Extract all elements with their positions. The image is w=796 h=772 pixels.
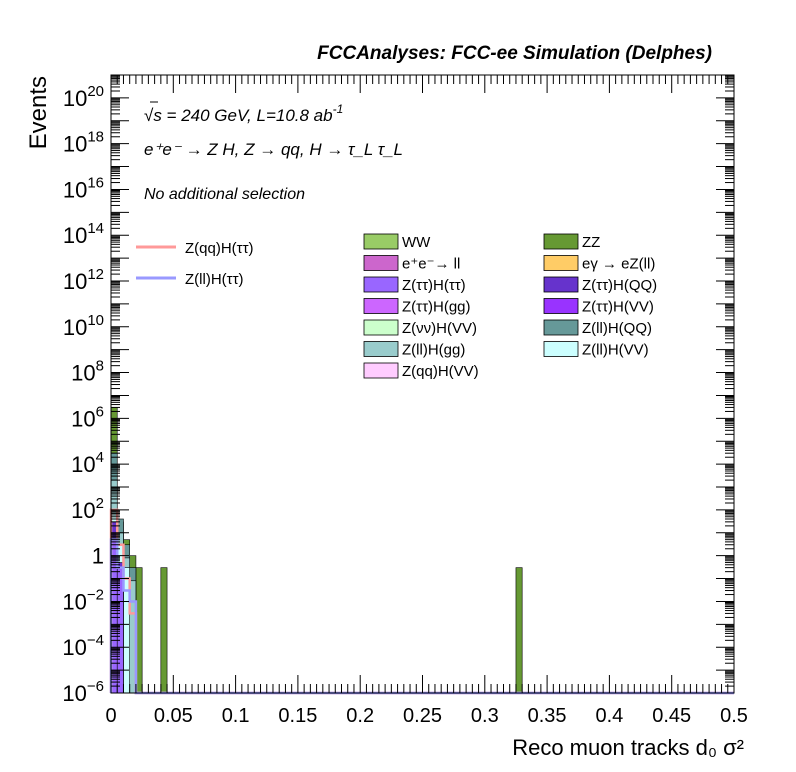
legend-swatch-z-h — [364, 277, 398, 292]
legend-label-e-e-ll: e⁺e⁻→ ll — [402, 256, 460, 273]
legend-swatch-z-h-qq — [544, 277, 578, 292]
legend-swatch-z-h-gg — [364, 299, 398, 314]
y-tick-label: 10−4 — [62, 632, 104, 660]
process-label: e⁺e⁻ → Z H, Z → qq, H → τ_L τ_L — [144, 140, 403, 159]
y-tick-label: 1018 — [63, 129, 104, 157]
x-tick-label: 0.4 — [595, 705, 623, 727]
legend-label-z-h-gg: Z(ττ)H(gg) — [402, 299, 471, 316]
legend-swatch-ww — [364, 234, 398, 249]
x-tick-label: 0.25 — [403, 705, 442, 727]
legend-label-ww: WW — [402, 234, 431, 251]
legend-swatch-z-h-vv — [544, 299, 578, 314]
legend-swatch-z-qq-h-vv — [364, 363, 398, 378]
legend-label-z-h-vv: Z(νν)H(VV) — [402, 320, 477, 337]
legend-label-z-qq-h-vv: Z(qq)H(VV) — [402, 363, 479, 380]
x-tick-label: 0.35 — [528, 705, 567, 727]
legend-swatch-z-ll-h-qq — [544, 320, 578, 335]
x-tick-label: 0.5 — [720, 705, 748, 727]
legend-label-z-qq-h: Z(qq)H(ττ) — [185, 240, 254, 257]
energy-lumi-label: √s = 240 GeV, L=10.8 ab-1 — [144, 102, 343, 125]
legend-label-z-ll-h: Z(ll)H(ττ) — [185, 271, 244, 288]
x-tick-label: 0.45 — [652, 705, 691, 727]
y-tick-label: 1010 — [63, 312, 104, 340]
y-tick-label: 10−2 — [62, 586, 104, 614]
y-tick-label: 104 — [71, 449, 104, 477]
legend-label-z-ll-h-gg: Z(ll)H(gg) — [402, 342, 465, 359]
y-tick-label: 1014 — [63, 220, 104, 248]
x-tick-label: 0 — [105, 705, 116, 727]
x-tick-label: 0.1 — [222, 705, 250, 727]
y-tick-label: 106 — [71, 403, 104, 431]
x-tick-label: 0.2 — [346, 705, 374, 727]
y-tick-label: 1012 — [63, 266, 104, 294]
experiment-label: FCCAnalyses: FCC-ee Simulation (Delphes) — [317, 43, 712, 64]
legend-label-zz: ZZ — [582, 234, 600, 251]
bar-zz — [516, 568, 522, 693]
y-tick-label: 108 — [71, 358, 104, 386]
y-tick-label: 102 — [71, 495, 104, 523]
legend-swatch-z-ll-h-gg — [364, 342, 398, 357]
y-axis-title: Events — [25, 76, 52, 149]
y-tick-label: 1020 — [63, 83, 104, 111]
x-axis-title: Reco muon tracks d₀ σ² — [512, 735, 744, 760]
legend-swatch-z-ll-h-vv — [544, 342, 578, 357]
x-tick-label: 0.3 — [471, 705, 499, 727]
legend-label-z-ll-h-vv: Z(ll)H(VV) — [582, 342, 649, 359]
y-tick-label: 1016 — [63, 174, 104, 202]
legend-label-z-h: Z(ττ)H(ττ) — [402, 277, 466, 294]
legend-label-e-ez-ll: eγ → eZ(ll) — [582, 256, 655, 273]
legend-swatch-e-ez-ll — [544, 256, 578, 271]
legend-swatch-e-e-ll — [364, 256, 398, 271]
x-tick-label: 0.15 — [278, 705, 317, 727]
y-tick-label: 10−6 — [62, 678, 104, 706]
bar-zz — [161, 568, 167, 693]
x-tick-label: 0.05 — [154, 705, 193, 727]
legend-label-z-ll-h-qq: Z(ll)H(QQ) — [582, 320, 652, 337]
y-tick-label: 1 — [92, 544, 104, 569]
plot-area — [111, 75, 734, 693]
legend-label-z-h-qq: Z(ττ)H(QQ) — [582, 277, 657, 294]
legend-label-z-h-vv: Z(ττ)H(VV) — [582, 299, 654, 316]
legend-swatch-zz — [544, 234, 578, 249]
selection-label: No additional selection — [144, 186, 305, 203]
legend-swatch-z-h-vv — [364, 320, 398, 335]
